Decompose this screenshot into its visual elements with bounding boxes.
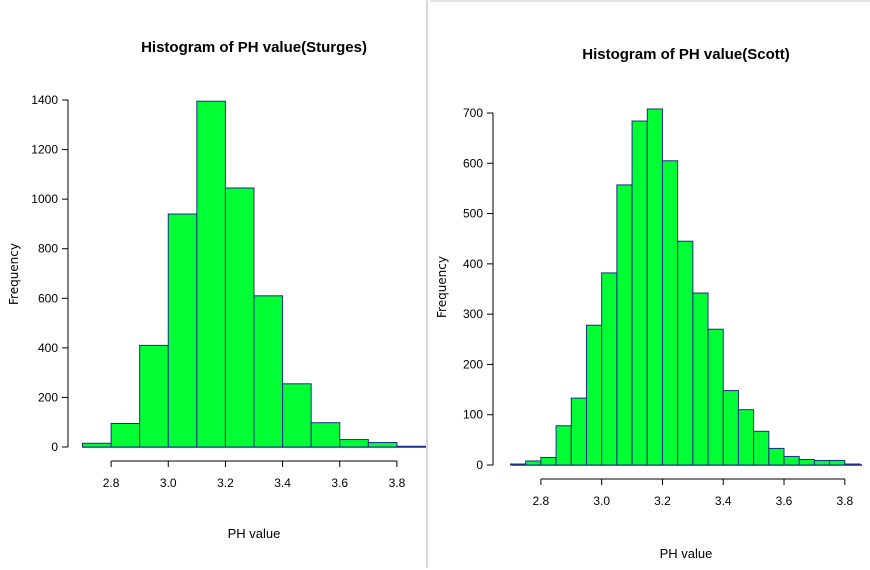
y-tick-label: 0 <box>51 440 58 454</box>
histogram-bar <box>167 213 198 448</box>
x-axis-label: PH value <box>228 526 281 541</box>
histogram-bar <box>570 397 587 466</box>
x-axis-label: PH value <box>660 546 713 561</box>
histogram-bar <box>339 439 369 448</box>
histogram-bar <box>753 430 770 466</box>
histogram-bar <box>677 240 694 466</box>
x-tick-label: 3.8 <box>836 494 853 508</box>
y-axis-label: Frequency <box>7 243 21 305</box>
x-tick-label: 3.2 <box>654 494 671 508</box>
histogram-bar <box>310 422 341 448</box>
x-tick-label: 2.8 <box>533 494 550 508</box>
chart-title: Histogram of PH value(Scott) <box>582 46 790 63</box>
y-tick-label: 800 <box>38 242 58 256</box>
chart-title: Histogram of PH value(Sturges) <box>141 39 367 56</box>
histogram-bar <box>692 292 709 466</box>
x-tick-label: 2.8 <box>103 476 120 490</box>
histogram-panel-sturges: Histogram of PH value(Sturges) 0 200 400 60… <box>0 0 428 568</box>
y-tick-label: 200 <box>463 357 483 371</box>
histogram-bar <box>768 447 785 466</box>
histogram-bar <box>396 445 426 448</box>
y-tick-label: 400 <box>463 257 483 271</box>
histogram-bar <box>601 272 618 466</box>
y-axis: 0 200 400 600 800 1000 1200 1400 <box>31 93 69 454</box>
histogram-bar <box>367 442 398 448</box>
x-axis: 2.8 3.0 3.2 3.4 3.6 3.8 <box>103 460 406 490</box>
histogram-bar <box>737 409 755 466</box>
y-axis: 0 100 200 300 400 500 600 700 <box>463 106 494 472</box>
histogram-bar <box>510 463 527 466</box>
histogram-bar <box>196 100 226 448</box>
y-tick-label: 600 <box>38 291 58 305</box>
histogram-bar <box>139 344 169 448</box>
x-tick-label: 3.2 <box>217 476 234 490</box>
histogram-bar <box>844 463 861 466</box>
x-tick-label: 3.6 <box>776 494 793 508</box>
bars-group <box>82 100 426 448</box>
y-tick-label: 1200 <box>31 143 58 157</box>
histogram-bar <box>783 455 800 466</box>
histogram-scott-chart: Histogram of PH value(Scott) 0 100 200 300 4… <box>435 46 862 561</box>
y-tick-label: 300 <box>463 307 483 321</box>
histogram-bar <box>585 324 603 466</box>
histogram-bar <box>661 160 679 466</box>
x-axis: 2.8 3.0 3.2 3.4 3.6 3.8 <box>533 478 853 508</box>
histogram-bar <box>722 390 739 466</box>
histogram-bar <box>253 295 284 448</box>
y-axis-label: Frequency <box>435 256 449 318</box>
histogram-bar <box>82 442 112 448</box>
histogram-bar <box>813 459 831 466</box>
bars-group <box>510 108 862 466</box>
histogram-bar <box>707 328 724 466</box>
x-tick-label: 3.4 <box>715 494 732 508</box>
histogram-bar <box>798 458 815 466</box>
histogram-bar <box>282 383 312 448</box>
y-tick-label: 700 <box>463 106 483 120</box>
x-tick-label: 3.8 <box>389 476 406 490</box>
x-tick-label: 3.6 <box>331 476 348 490</box>
y-tick-label: 0 <box>476 458 483 472</box>
y-tick-label: 200 <box>38 390 58 404</box>
y-tick-label: 600 <box>463 156 483 170</box>
histogram-sturges-chart: Histogram of PH value(Sturges) 0 200 400 60… <box>7 39 426 541</box>
histogram-bar <box>224 187 255 448</box>
x-tick-label: 3.0 <box>593 494 610 508</box>
histogram-panel-scott: Histogram of PH value(Scott) 0 100 200 300 4… <box>430 0 870 568</box>
y-tick-label: 1400 <box>31 93 58 107</box>
y-tick-label: 1000 <box>31 192 58 206</box>
histogram-bar <box>646 108 663 466</box>
y-tick-label: 100 <box>463 408 483 422</box>
histogram-bar <box>829 459 846 466</box>
histogram-bar <box>616 184 633 466</box>
x-tick-label: 3.0 <box>160 476 177 490</box>
histogram-bar <box>631 120 648 466</box>
y-tick-label: 400 <box>38 341 58 355</box>
histogram-bar <box>525 460 542 466</box>
histogram-bar <box>540 456 557 466</box>
histogram-bar <box>110 422 141 448</box>
x-tick-label: 3.4 <box>274 476 291 490</box>
y-tick-label: 500 <box>463 207 483 221</box>
histogram-bar <box>555 425 572 466</box>
